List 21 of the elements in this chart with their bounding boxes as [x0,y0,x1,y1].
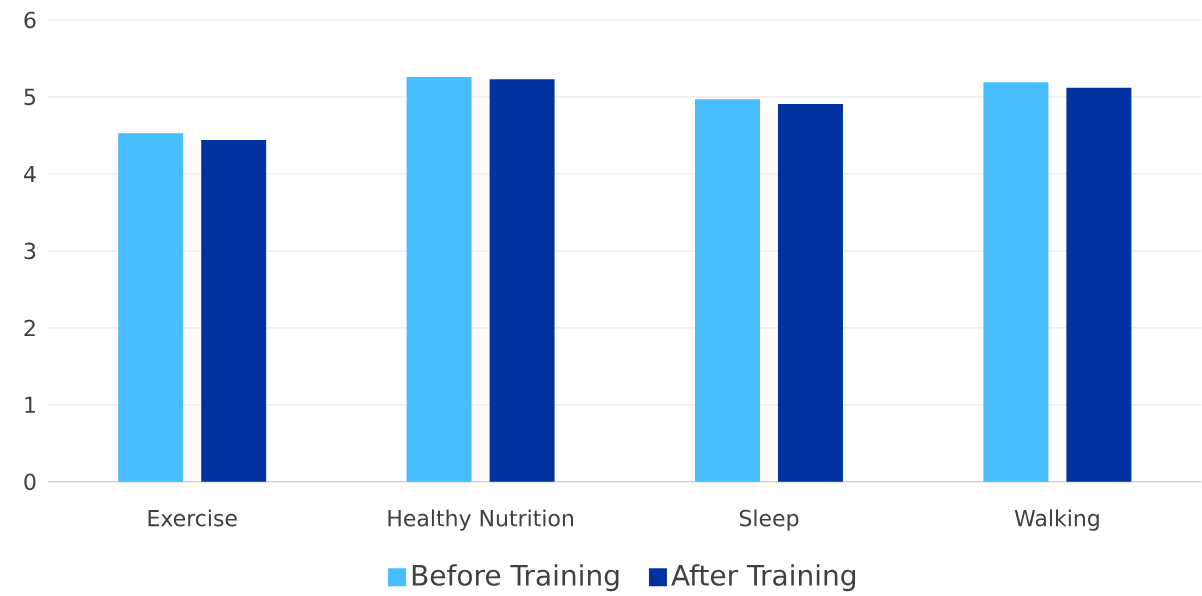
bar [983,82,1049,482]
y-tick-label: 4 [24,165,36,182]
bar [695,99,761,482]
x-tick-label: Sleep [739,509,799,531]
y-tick-label: 1 [25,396,35,413]
bar [1066,87,1132,482]
legend-label: After Training [671,563,855,592]
x-tick-label: Exercise [148,509,237,527]
bar [118,132,184,482]
x-tick-label: Walking [1014,509,1099,531]
y-tick-label: 6 [24,11,36,29]
y-tick-label: 2 [24,319,35,336]
bar [778,103,843,482]
y-tick-label: 0 [24,473,36,490]
bar [201,139,267,482]
y-tick-label: 5 [24,88,35,105]
bar [406,76,472,482]
y-tick-label: 3 [24,242,36,260]
legend-label: Before Training [412,563,619,592]
bar [489,79,555,482]
x-tick-label: Healthy Nutrition [388,509,573,531]
